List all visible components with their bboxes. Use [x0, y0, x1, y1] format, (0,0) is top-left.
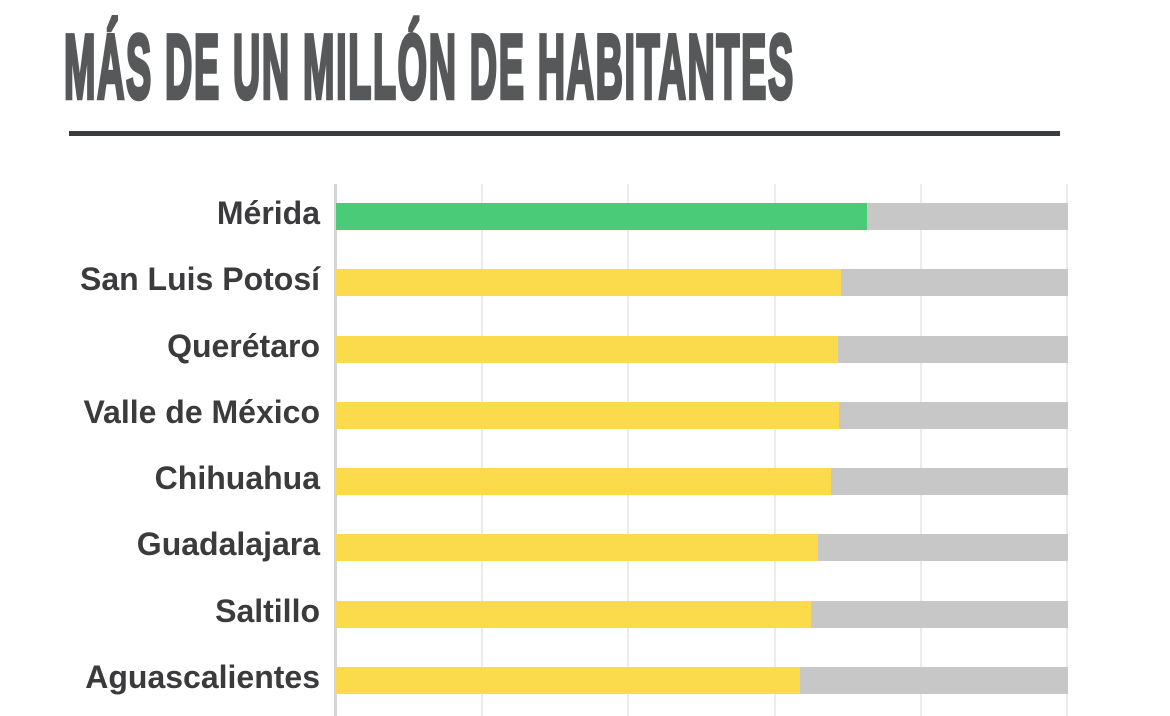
svg-text:MÁS DE UN MILLÓN DE HABITANTES: MÁS DE UN MILLÓN DE HABITANTES	[64, 16, 795, 118]
